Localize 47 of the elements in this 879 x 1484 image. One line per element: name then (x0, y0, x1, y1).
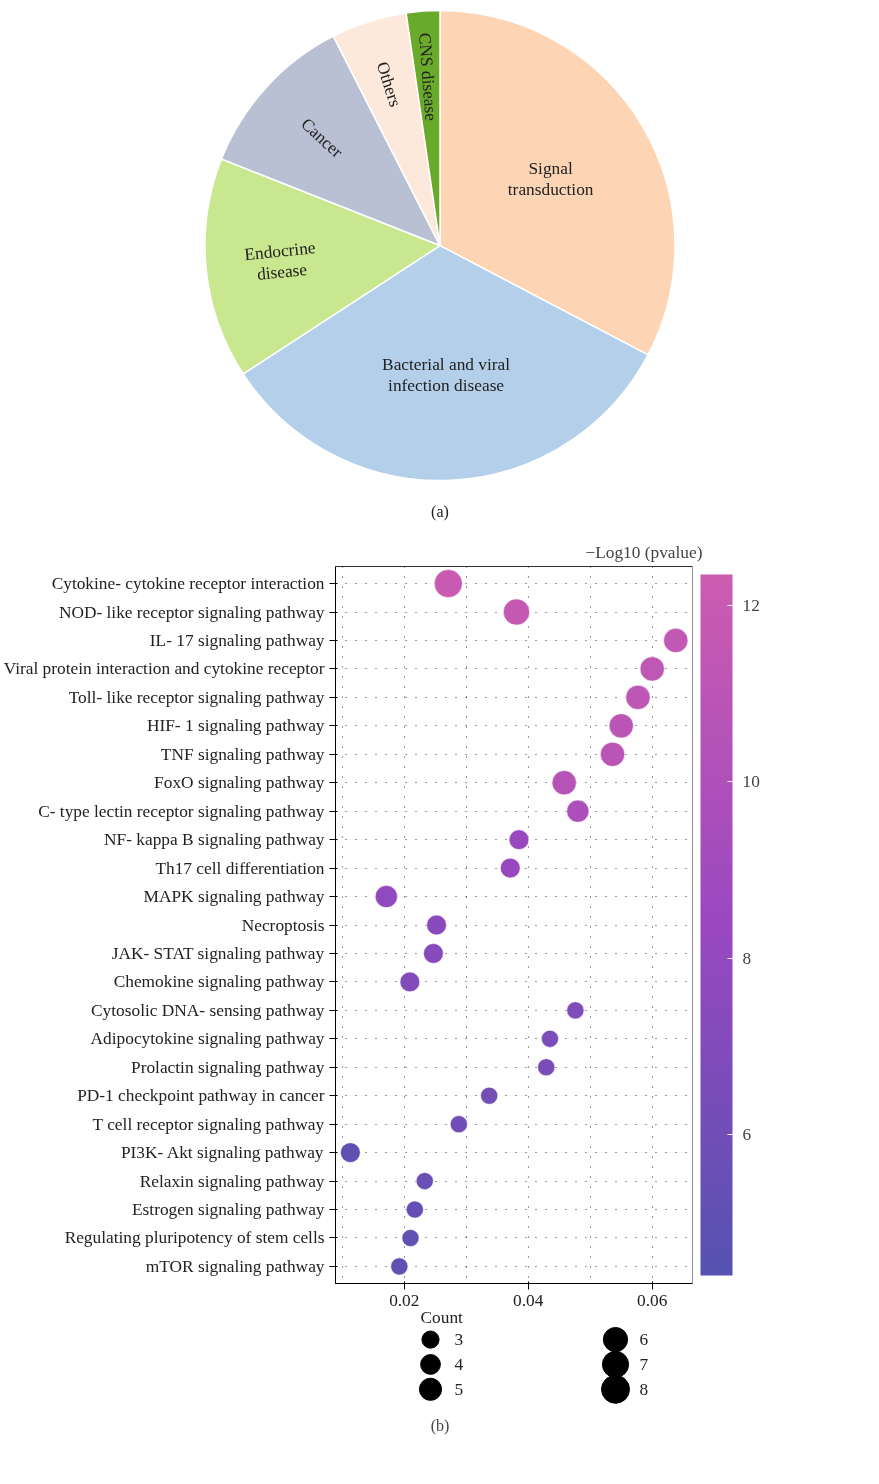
slice-label: Signal transduction (507, 158, 594, 199)
color-bar-label: 12 (742, 595, 760, 615)
text: (b) (430, 1416, 450, 1435)
y-tick-label: NOD- like receptor signaling pathway (58, 602, 325, 622)
y-tick-label: HIF- 1 signaling pathway (146, 716, 325, 736)
text: (a) (431, 502, 449, 521)
y-tick-label: Prolactin signaling pathway (131, 1057, 325, 1077)
y-tick-label: Regulating pluripotency of stem cells (64, 1228, 325, 1248)
slice-label: Endocrine disease (243, 238, 317, 284)
y-tick-label: Necroptosis (241, 915, 325, 935)
y-tick-label: Cytosolic DNA- sensing pathway (91, 1000, 325, 1020)
color-bar-title: −Log10 (pvalue) (585, 542, 703, 562)
y-tick-label: NF- kappa B signaling pathway (104, 830, 325, 850)
y-tick-label: T cell receptor signaling pathway (92, 1114, 325, 1134)
y-tick-label: FoxO signaling pathway (154, 773, 325, 793)
x-tick-label: 0.06 (637, 1290, 668, 1310)
y-tick-label: Toll- like receptor signaling pathway (68, 687, 325, 707)
color-bar-label: 10 (742, 772, 760, 792)
legend-title: Count (420, 1308, 464, 1328)
y-tick-label: PD-1 checkpoint pathway in cancer (77, 1086, 325, 1106)
y-tick-label: TNF signaling pathway (160, 744, 325, 764)
color-bar-label: 8 (742, 948, 752, 968)
x-tick-label: 0.04 (513, 1290, 544, 1310)
legend-label: 7 (639, 1354, 649, 1374)
y-tick-label: C- type lectin receptor signaling pathway (38, 801, 325, 821)
y-tick-label: Viral protein interaction and cytokine receptor (3, 659, 325, 679)
slice-label: Others (372, 59, 405, 110)
y-tick-label: Cytokine- cytokine receptor interaction (51, 574, 325, 594)
legend-label: 5 (454, 1379, 464, 1399)
legend-label: 8 (639, 1379, 649, 1399)
y-tick-label: PI3K- Akt signaling pathway (120, 1143, 324, 1163)
x-tick-label: 0.02 (389, 1290, 420, 1310)
slice-label: CNS disease (415, 32, 441, 122)
y-tick-label: Relaxin signaling pathway (139, 1171, 325, 1191)
legend-label: 6 (639, 1330, 649, 1350)
y-tick-label: JAK- STAT signaling pathway (111, 943, 325, 963)
y-tick-label: Th17 cell differentiation (155, 858, 325, 878)
slice-label: Bacterial and viral infection disease (382, 354, 511, 395)
y-tick-label: MAPK signaling pathway (143, 887, 325, 907)
y-tick-label: Estrogen signaling pathway (132, 1200, 325, 1220)
legend-label: 3 (454, 1330, 464, 1350)
y-tick-label: Adipocytokine signaling pathway (90, 1029, 325, 1049)
color-bar-label: 6 (742, 1124, 752, 1144)
y-tick-label: Chemokine signaling pathway (113, 972, 325, 992)
y-tick-label: IL- 17 signaling pathway (149, 630, 325, 650)
y-tick-label: mTOR signaling pathway (145, 1256, 325, 1276)
legend-label: 4 (454, 1354, 464, 1374)
